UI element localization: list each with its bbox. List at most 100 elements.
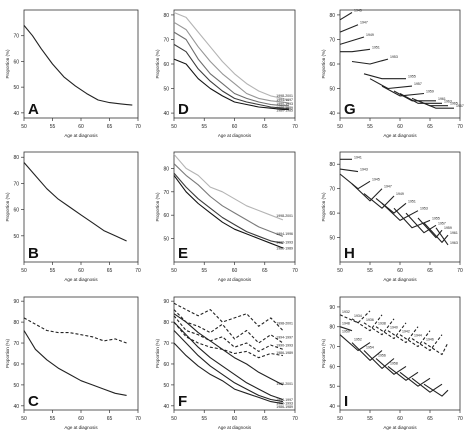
y-tick-label: 50	[163, 87, 169, 93]
x-tick-label: 50	[337, 268, 343, 274]
x-tick-label: 50	[21, 268, 27, 274]
series-label: 1936	[366, 318, 374, 322]
x-tick-label: 55	[367, 124, 373, 130]
series-line	[339, 36, 365, 45]
x-tick-label: 65	[107, 124, 113, 130]
y-axis-title: Proportion (%)	[5, 338, 10, 368]
x-axis-title: Age at diagnosis	[383, 277, 417, 282]
x-axis-title: Age at diagnosis	[383, 425, 417, 430]
series-line	[411, 334, 443, 352]
series-line	[339, 173, 371, 190]
x-tick-label: 60	[232, 124, 238, 130]
x-tick-label: 70	[292, 268, 298, 274]
y-axis-title: Proportion (%)	[155, 49, 160, 79]
series-label: 1998-2001	[276, 321, 293, 325]
panel-letter: A	[28, 101, 39, 118]
x-tick-label: 65	[262, 416, 268, 422]
series-label: 1946	[426, 338, 434, 342]
x-tick-label: 60	[232, 268, 238, 274]
x-axis-title: Age at diagnosis	[64, 133, 98, 138]
series-label: 1990-1993	[276, 343, 293, 347]
y-tick-label: 90	[13, 299, 19, 305]
series-label: 1949	[396, 192, 404, 196]
series-line	[351, 314, 383, 332]
series-label: 1956	[378, 353, 386, 357]
series-line	[423, 383, 449, 397]
series-line	[339, 24, 359, 33]
series-line	[340, 48, 371, 53]
series-label: 1963	[450, 241, 458, 245]
plot-frame	[339, 151, 461, 263]
x-tick-label: 60	[397, 268, 403, 274]
series-line	[387, 365, 419, 381]
y-tick-label: 50	[163, 237, 169, 243]
series-line	[393, 207, 431, 229]
panel-letter: C	[28, 393, 39, 410]
x-axis-title: Age at diagnosis	[64, 425, 98, 430]
panel-letter: H	[344, 245, 355, 262]
x-tick-label: 65	[107, 268, 113, 274]
y-tick-label: 50	[13, 234, 19, 240]
series-line	[173, 172, 284, 244]
series-line	[173, 313, 284, 386]
series-line	[405, 212, 437, 234]
chart-panel-H: 50 55 60 65 70 50 60 70 80 Age at diagnosis Propor…	[321, 151, 463, 282]
series-label: 1955	[408, 75, 416, 79]
series-line	[339, 168, 359, 173]
series-line	[173, 31, 289, 107]
y-tick-label: 80	[163, 320, 169, 326]
series-label: 1967	[456, 104, 464, 108]
x-tick-label: 60	[78, 268, 84, 274]
series-label: 1953	[420, 207, 428, 211]
x-tick-label: 70	[135, 268, 141, 274]
series-label: 1948	[342, 322, 350, 326]
y-tick-label: 40	[329, 111, 335, 117]
y-tick-label: 60	[13, 208, 19, 214]
panel-letter: G	[344, 101, 356, 118]
series-label: 1938	[378, 322, 386, 326]
series-label: 1949	[366, 33, 374, 37]
series-line	[399, 371, 431, 387]
series-line	[423, 222, 449, 243]
y-tick-label: 60	[13, 59, 19, 65]
series-line	[351, 58, 389, 65]
x-tick-label: 65	[427, 124, 433, 130]
y-tick-label: 60	[13, 362, 19, 368]
y-tick-label: 40	[13, 111, 19, 117]
series-label: 1952	[354, 338, 362, 342]
x-tick-label: 55	[50, 268, 56, 274]
series-line	[339, 12, 353, 21]
series-line	[393, 90, 436, 102]
y-tick-label: 50	[13, 85, 19, 91]
series-line	[173, 153, 284, 221]
series-label: 1954	[366, 346, 374, 350]
series-label: 1980-1985	[276, 109, 293, 113]
y-tick-label: 80	[163, 13, 169, 19]
series-label: 1957	[414, 82, 422, 86]
panel-letter: I	[344, 393, 348, 410]
series-line	[399, 330, 431, 348]
plot-frame	[23, 151, 139, 263]
y-tick-label: 80	[329, 162, 335, 168]
series-label: 1986-1989	[276, 246, 293, 250]
series-label: 1990-1993	[276, 240, 293, 244]
series-label: 1994-1996	[276, 232, 293, 236]
y-tick-label: 70	[163, 190, 169, 196]
y-axis-title: Proportion (%)	[155, 192, 160, 222]
plot-frame	[23, 9, 139, 119]
x-tick-label: 50	[337, 416, 343, 422]
x-axis-title: Age at diagnosis	[218, 133, 252, 138]
y-tick-label: 80	[163, 166, 169, 172]
series-label: 1945	[354, 8, 362, 12]
series-line	[363, 193, 395, 209]
series-line	[435, 227, 449, 246]
series-label: 1957	[438, 221, 446, 225]
x-tick-label: 70	[457, 124, 463, 130]
x-axis-title: Age at diagnosis	[383, 133, 417, 138]
series-line	[369, 78, 413, 90]
series-label: 1986-1989	[276, 405, 293, 409]
y-tick-label: 60	[329, 364, 335, 370]
series-line	[381, 85, 425, 97]
y-tick-label: 60	[163, 362, 169, 368]
panel-letter: B	[28, 245, 39, 262]
